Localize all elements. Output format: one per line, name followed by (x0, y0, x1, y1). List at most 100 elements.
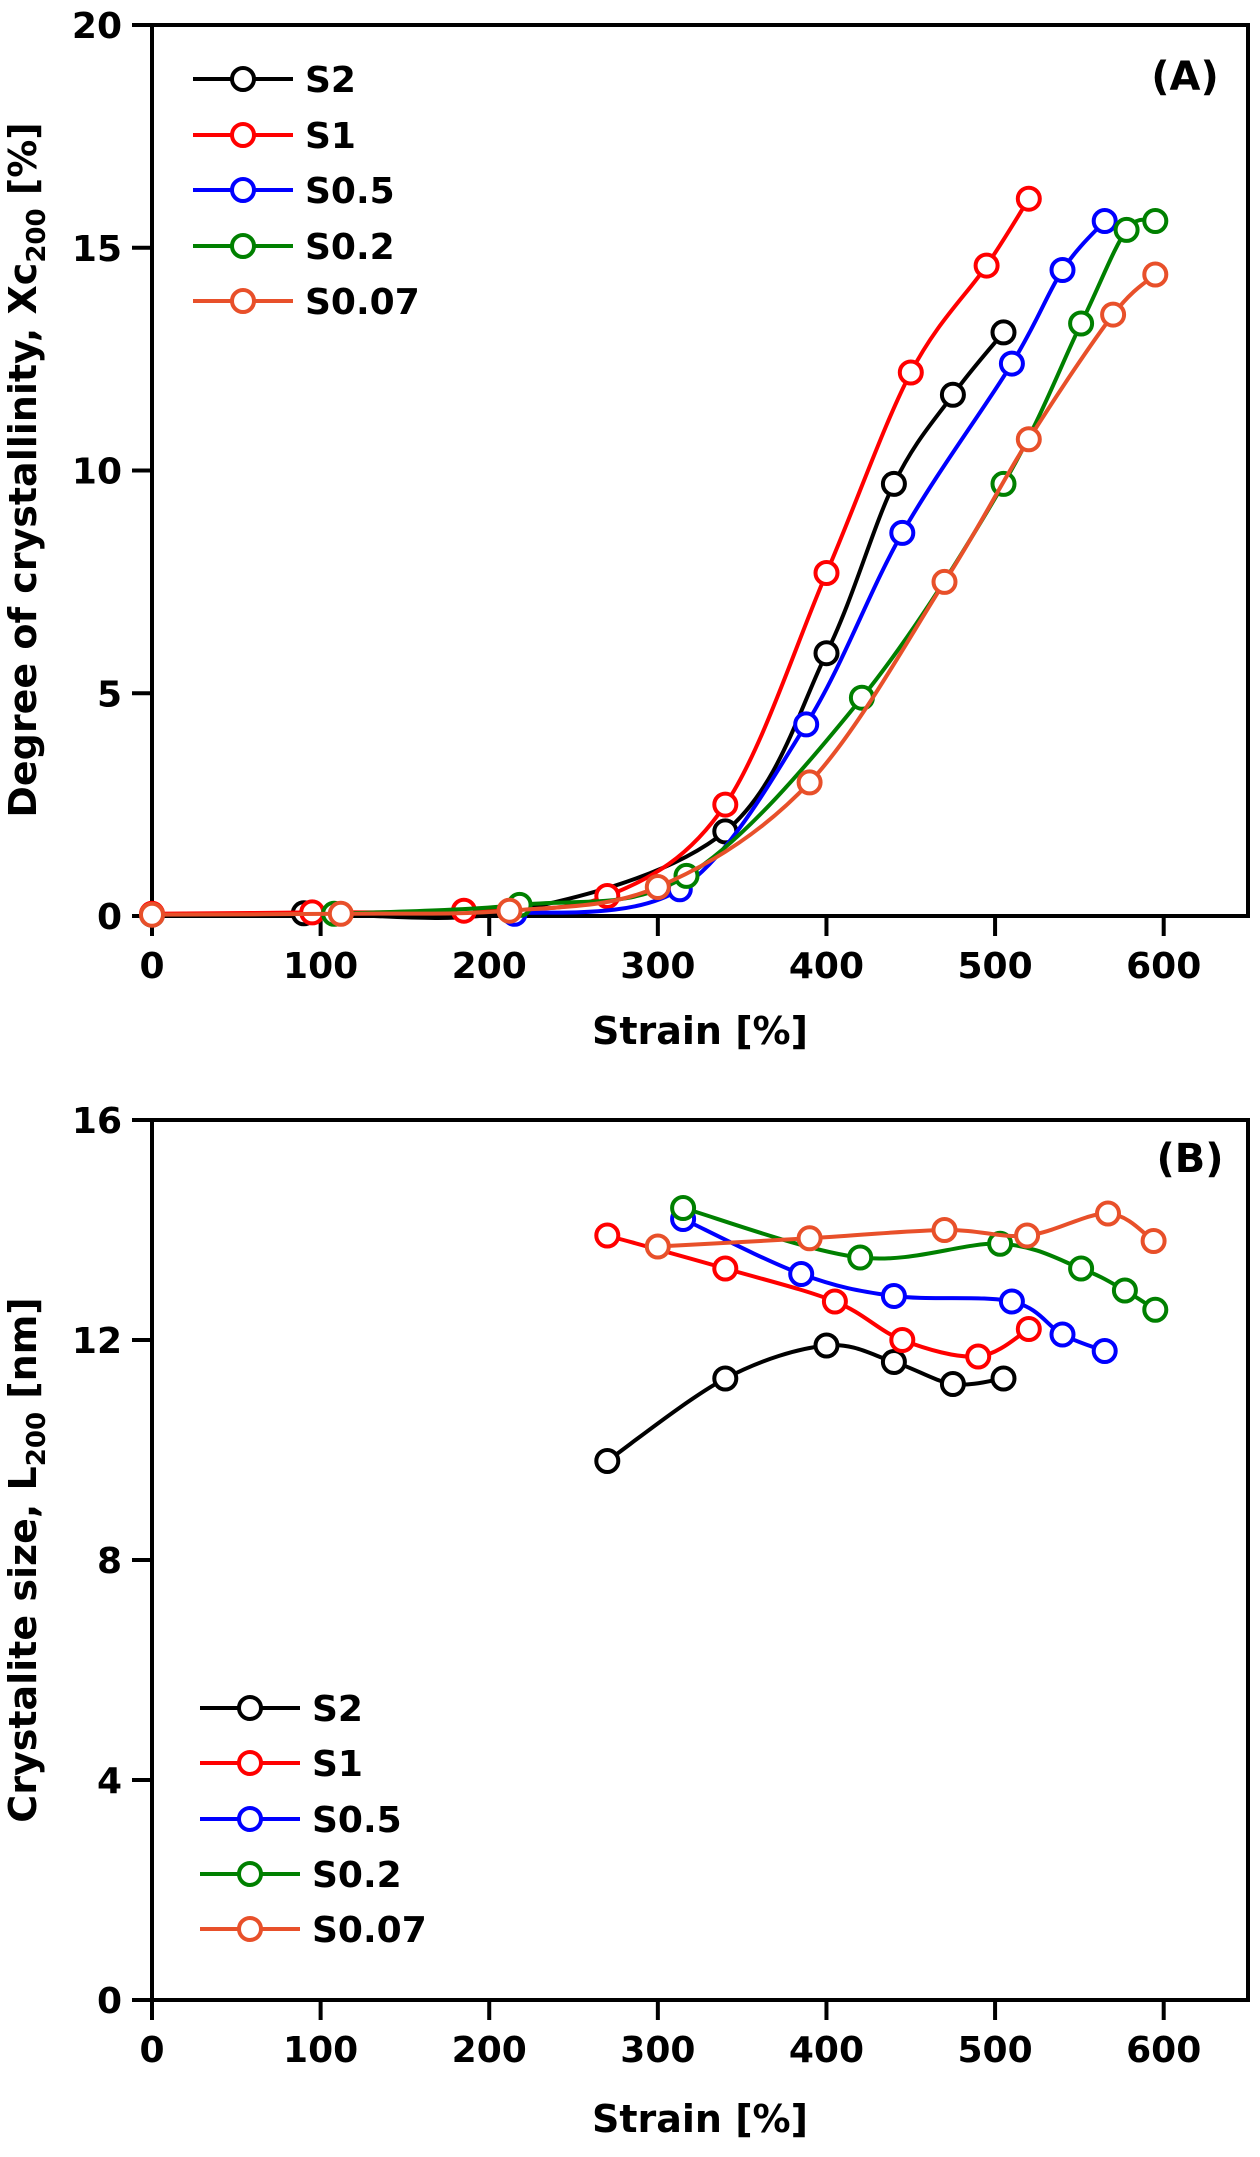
legend-marker (230, 122, 256, 148)
legend-label: S1 (305, 116, 356, 157)
series-line (150, 196, 1031, 916)
y-tick-label: 20 (72, 6, 122, 47)
series-line (605, 1343, 1006, 1463)
data-point-marker (880, 470, 907, 497)
x-axis-title: Strain [%] (592, 2097, 808, 2141)
x-tick-label: 100 (283, 946, 358, 987)
data-point-marker (990, 319, 1017, 346)
legend-marker (230, 288, 256, 314)
series-line (150, 330, 1006, 920)
data-point-marker (594, 1222, 621, 1249)
legend-item-S0.2: S0.2 (200, 1855, 402, 1896)
data-point-marker (990, 1365, 1017, 1392)
data-point-marker (712, 1365, 739, 1392)
y-tick-label: 16 (72, 1101, 122, 1142)
y-tick-label: 0 (97, 897, 122, 938)
y-tick-label: 12 (72, 1321, 122, 1362)
y-tick-label: 15 (72, 229, 122, 270)
legend-marker (237, 1806, 263, 1832)
data-point-marker (1113, 216, 1140, 243)
series-S0.07-panel-A (139, 261, 1169, 928)
data-point-marker (1091, 1338, 1118, 1364)
x-tick-label: 200 (452, 946, 527, 987)
data-point-marker (931, 1217, 958, 1243)
x-tick-label: 200 (452, 2030, 527, 2071)
y-axis-title: Crystalite size, L200 [nm] (1, 1297, 52, 1822)
x-tick-label: 300 (620, 946, 695, 987)
legend-label: S2 (305, 60, 356, 101)
legend-marker (237, 1861, 263, 1887)
legend-marker (237, 1916, 263, 1942)
y-tick-label: 5 (97, 674, 122, 715)
y-tick-label: 4 (97, 1761, 122, 1802)
legend-item-S1: S1 (200, 1744, 363, 1785)
data-point-marker (712, 1255, 739, 1282)
data-point-marker (889, 519, 916, 546)
legend-item-S0.5: S0.5 (193, 171, 395, 212)
x-tick-label: 600 (1126, 2030, 1201, 2071)
data-point-marker (813, 1332, 840, 1359)
data-point-marker (139, 901, 165, 928)
panel-A: 0 100 200 300 400 500 600 0 5 10 15 20 Strain [%] Deg… (1, 6, 1250, 1053)
y-tick-label: 10 (72, 452, 122, 493)
data-point-marker (821, 1288, 848, 1315)
legend-item-S1: S1 (193, 116, 356, 157)
data-point-marker (796, 1225, 823, 1252)
y-axis-title: Degree of crystallinity, Xc200 [%] (1, 122, 52, 817)
panel-B: 0 100 200 300 400 500 600 0 4 8 12 16 Strain [%] Crys… (1, 1101, 1250, 2141)
data-point-marker (796, 769, 823, 796)
series-line (150, 272, 1158, 917)
legend-marker (230, 66, 256, 92)
data-point-marker (965, 1343, 992, 1370)
y-tick-label: 8 (97, 1541, 122, 1582)
legend-label: S2 (312, 1689, 363, 1730)
data-point-marker (1049, 1321, 1076, 1348)
data-point-marker (712, 791, 739, 818)
data-point-marker (880, 1283, 907, 1309)
legend-marker (237, 1750, 263, 1776)
x-tick-label: 600 (1126, 946, 1201, 987)
legend-label: S0.07 (312, 1910, 427, 1951)
x-axis-title: Strain [%] (592, 1009, 808, 1053)
data-point-marker (931, 568, 958, 595)
data-point-marker (793, 711, 820, 738)
data-point-marker (1015, 1316, 1042, 1342)
legend-item-S2: S2 (200, 1689, 363, 1730)
data-point-marker (847, 1244, 874, 1271)
data-point-marker (594, 1448, 621, 1474)
data-point-marker (998, 1288, 1025, 1315)
data-point-marker (788, 1261, 815, 1287)
panel-label-B: (B) (1156, 1136, 1223, 1182)
legend-marker (230, 233, 256, 259)
legend-label: S0.2 (305, 227, 395, 268)
data-point-marker (897, 359, 924, 386)
data-point-marker (327, 900, 354, 927)
legend-marker (237, 1695, 263, 1721)
series-S1-panel-B (594, 1222, 1042, 1370)
x-tick-label: 400 (789, 2030, 864, 2071)
data-point-marker (1068, 1255, 1095, 1282)
legend-label: S0.5 (312, 1800, 402, 1841)
data-point-marker (987, 1230, 1014, 1257)
x-tick-label: 0 (139, 946, 164, 987)
plot-frame (150, 23, 1250, 918)
x-tick-label: 100 (283, 2030, 358, 2071)
x-tick-label: 500 (957, 946, 1032, 987)
data-point-marker (1111, 1277, 1138, 1304)
data-point-marker (1068, 310, 1095, 337)
x-tick-label: 300 (620, 2030, 695, 2071)
legend-label: S0.07 (305, 282, 420, 323)
data-point-marker (644, 874, 671, 900)
series-S0.5-panel-A (501, 208, 1118, 927)
data-point-marker (1100, 301, 1127, 328)
data-point-marker (973, 252, 1000, 279)
data-point-marker (939, 381, 966, 408)
series-S1-panel-A (139, 185, 1042, 927)
legend-label: S1 (312, 1744, 363, 1785)
data-point-marker (1049, 257, 1076, 283)
x-tick-label: 0 (139, 2030, 164, 2071)
legend-item-S0.07: S0.07 (200, 1910, 427, 1951)
legend-item-S2: S2 (193, 60, 356, 101)
